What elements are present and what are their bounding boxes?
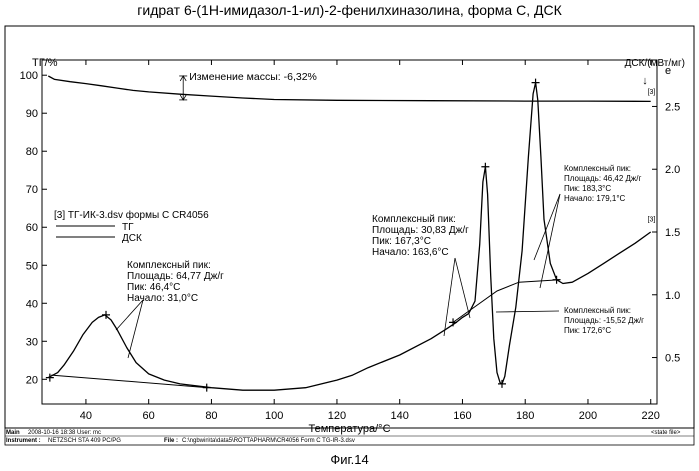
peak-marker — [45, 373, 54, 382]
x-axis-label: Температура/°C — [308, 423, 390, 435]
series-line-tg — [47, 75, 651, 103]
footer-file-value: C:\ngbwin\ta\data5\ROTTAPHARM\CR4056 For… — [182, 438, 355, 444]
y-right-exo-label: e — [665, 65, 671, 77]
y-right-tick-label: 1.0 — [665, 290, 680, 302]
x-tick-label: 40 — [80, 410, 92, 422]
annotation-leader — [454, 257, 471, 319]
x-tick-label: 220 — [642, 410, 660, 422]
y-right-tick-label: 2.5 — [665, 101, 680, 113]
legend-label-dsc: ДСК — [122, 233, 142, 244]
series-line-dsc — [47, 81, 652, 391]
legend-title: [3] ТГ-ИК-3.dsv формы С CR4056 — [54, 209, 209, 221]
x-tick-label: 180 — [516, 410, 534, 422]
peak-marker — [449, 318, 458, 327]
y-left-tick-label: 80 — [26, 146, 38, 158]
peak-marker — [202, 383, 211, 392]
peak-marker — [481, 162, 490, 171]
y-left-tick-label: 30 — [26, 336, 38, 348]
y-right-direction-arrow: ↓ — [642, 75, 648, 87]
annotation-line: Площадь: -15,52 Дж/г — [564, 316, 644, 325]
x-tick-label: 120 — [328, 410, 346, 422]
annotation-line: Комплексный пик: — [127, 260, 211, 271]
x-tick-label: 60 — [143, 410, 155, 422]
peak-marker — [531, 78, 540, 87]
peak-marker — [497, 379, 506, 388]
curve-tag: [3] — [648, 89, 656, 96]
footer-frame — [4, 427, 695, 446]
plot-frame — [41, 59, 658, 405]
y-left-tick-label: 50 — [26, 260, 38, 272]
footer-instrument-value: NETZSCH STA 409 PC/PG — [48, 438, 121, 444]
figure-title: гидрат 6-(1Н-имидазол-1-ил)-2-фенилхиназ… — [137, 2, 562, 18]
mass-change-label: Изменение массы: -6,32% — [189, 71, 317, 83]
annotation-leader — [127, 299, 144, 359]
y-right-axis-label: ДСК/(мВт/мг) — [625, 58, 685, 69]
y-right-tick-label: 0.5 — [665, 353, 680, 365]
footer-instrument-label: Instrument : — [6, 438, 41, 444]
annotation-line: Комплексный пик: — [372, 214, 456, 225]
annotation-leader — [115, 299, 144, 331]
footer-main-label: Main — [6, 430, 20, 436]
y-left-tick-label: 40 — [26, 298, 38, 310]
x-tick-label: 160 — [453, 410, 471, 422]
figure-caption: Фиг.14 — [330, 452, 369, 467]
annotation-line: Начало: 179,1°C — [564, 194, 626, 203]
annotation-line: Площадь: 46,42 Дж/г — [564, 174, 642, 183]
footer-state-label: <state file> — [651, 430, 681, 436]
dsc-baseline — [452, 279, 560, 323]
footer-main-value: 2008-10-16 18:38 User: mc — [28, 430, 102, 436]
annotation-line: Комплексный пик: — [564, 306, 631, 315]
annotation-line: Площадь: 30,83 Дж/г — [372, 225, 469, 236]
y-left-tick-label: 20 — [26, 374, 38, 386]
legend-label-tg: ТГ — [122, 222, 134, 233]
annotation-line: Начало: 163,6°C — [372, 247, 449, 258]
peak-marker — [102, 310, 111, 319]
annotation-line: Пик: 46,4°C — [127, 282, 180, 293]
annotation-line: Пик: 167,3°C — [372, 236, 431, 247]
peak-marker — [552, 275, 561, 284]
curve-tag: [3] — [648, 217, 656, 224]
annotation-line: Пик: 183,3°C — [564, 184, 611, 193]
x-tick-label: 80 — [205, 410, 217, 422]
annotation-line: Площадь: 64,77 Дж/г — [127, 271, 224, 282]
annotation-line: Комплексный пик: — [564, 164, 631, 173]
y-left-tick-label: 70 — [26, 184, 38, 196]
annotation-leader — [533, 193, 561, 261]
y-right-tick-label: 2.0 — [665, 164, 680, 176]
x-tick-label: 200 — [579, 410, 597, 422]
annotation-line: Пик: 172,6°C — [564, 326, 611, 335]
y-left-tick-label: 90 — [26, 108, 38, 120]
y-left-tick-label: 60 — [26, 222, 38, 234]
footer-file-label: File : — [164, 438, 179, 444]
annotation-leader — [539, 193, 561, 289]
dsc-baseline — [51, 374, 209, 389]
annotation-leader — [443, 257, 456, 337]
annotation-line: Начало: 31,0°C — [127, 293, 198, 304]
y-right-tick-label: 1.5 — [665, 227, 680, 239]
y-left-axis-label: ТГ/% — [32, 57, 58, 69]
x-tick-label: 100 — [265, 410, 283, 422]
y-left-tick-label: 100 — [20, 70, 38, 82]
annotation-leader — [495, 310, 560, 313]
x-tick-label: 140 — [391, 410, 409, 422]
